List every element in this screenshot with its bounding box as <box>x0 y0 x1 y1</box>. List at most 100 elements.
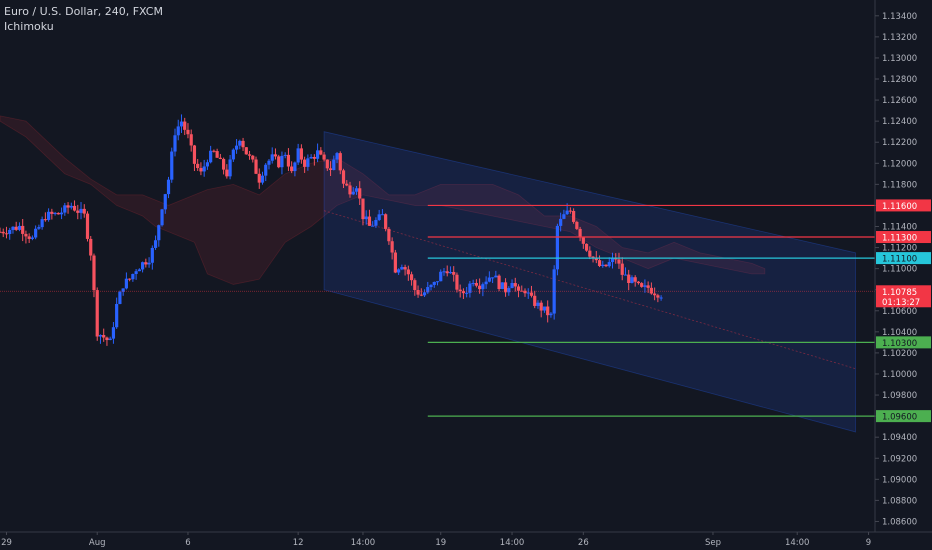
candle-body <box>445 271 449 274</box>
candle-body <box>494 275 498 278</box>
candle-body <box>448 271 453 274</box>
candle-body <box>387 228 391 242</box>
candle-body <box>465 292 469 294</box>
candle-body <box>471 283 475 285</box>
candle-body <box>293 162 297 172</box>
candle-body <box>409 274 414 281</box>
candle-body <box>108 338 112 341</box>
candle-body <box>390 241 394 253</box>
candle-body <box>610 257 615 263</box>
time-tick-label: 14:00 <box>785 538 810 548</box>
candle-body <box>277 156 281 168</box>
candle-body <box>303 159 307 167</box>
price-tick-label: 1.08600 <box>882 517 917 527</box>
candle-body <box>231 149 235 160</box>
candle-body <box>649 287 653 294</box>
candle-body <box>290 166 294 172</box>
candle-body <box>546 306 550 316</box>
candle-body <box>11 226 15 230</box>
price-tick-label: 1.10600 <box>882 307 917 317</box>
time-tick-label: 6 <box>185 538 190 548</box>
candle-body <box>150 247 154 263</box>
candle-body <box>529 292 534 296</box>
candle-body <box>95 290 99 337</box>
candle-body <box>173 135 177 152</box>
candle-body <box>115 303 119 328</box>
candle-body <box>345 183 349 186</box>
candle-body <box>419 294 423 296</box>
candle-body <box>452 271 456 275</box>
candle-body <box>338 153 342 171</box>
candle-body <box>40 219 44 228</box>
regression-channel <box>323 131 856 433</box>
candle-body <box>322 154 326 160</box>
candle-body <box>105 337 109 341</box>
candle-body <box>490 277 495 279</box>
candle-body <box>137 269 141 272</box>
candle-body <box>1 231 5 234</box>
candle-body <box>620 263 624 275</box>
candle-body <box>228 159 232 177</box>
time-tick-label: 9 <box>866 538 871 548</box>
candle-body <box>134 271 138 275</box>
candle-body <box>371 225 375 227</box>
candle-body <box>325 159 329 169</box>
candle-body <box>478 285 482 290</box>
candle-body <box>397 269 401 273</box>
candle-body <box>429 284 433 288</box>
candle-body <box>439 271 443 282</box>
candle-body <box>555 225 560 270</box>
level-price-tag <box>876 336 931 349</box>
price-tick-label: 1.11400 <box>882 222 917 232</box>
candle-body <box>367 216 372 226</box>
candle-body <box>377 214 381 220</box>
candle-body <box>234 145 239 150</box>
candle-body <box>575 221 579 229</box>
candles <box>0 114 663 346</box>
candle-body <box>458 289 462 292</box>
candle-body <box>562 214 566 219</box>
candle-body <box>332 159 336 171</box>
candle-body <box>484 281 488 285</box>
candle-body <box>533 295 537 306</box>
candle-body <box>487 277 491 282</box>
candle-body <box>312 156 316 159</box>
candle-body <box>170 151 174 180</box>
candle-body <box>568 210 572 212</box>
indicator-label[interactable]: Ichimoku <box>4 20 54 33</box>
candle-body <box>144 262 148 265</box>
candle-body <box>14 226 18 230</box>
candle-body <box>63 205 67 213</box>
candle-body <box>247 154 252 156</box>
candle-body <box>179 121 184 127</box>
candle-body <box>513 283 517 287</box>
price-tick-label: 1.13000 <box>882 54 917 64</box>
candle-body <box>520 290 524 292</box>
time-tick-label: 12 <box>293 538 304 548</box>
level-price-label: 1.10300 <box>882 339 917 349</box>
candle-body <box>273 154 278 157</box>
level-price-label: 1.11300 <box>882 234 917 244</box>
candle-body <box>153 240 158 248</box>
candle-body <box>76 210 80 213</box>
candle-body <box>283 154 287 156</box>
candle-body <box>72 205 77 211</box>
symbol-title[interactable]: Euro / U.S. Dollar, 240, FXCM <box>4 5 163 18</box>
price-tick-label: 1.09800 <box>882 391 917 401</box>
candle-body <box>523 290 527 294</box>
candle-body <box>623 274 628 276</box>
candle-body <box>59 212 64 215</box>
candle-body <box>176 126 180 136</box>
candle-body <box>315 150 320 159</box>
candle-body <box>157 225 161 241</box>
candle-body <box>47 211 51 220</box>
candle-body <box>166 179 171 195</box>
price-tick-label: 1.09400 <box>882 433 917 443</box>
current-price-label: 1.10785 <box>882 288 917 298</box>
candle-body <box>542 306 547 311</box>
candle-body <box>98 335 103 337</box>
candle-body <box>241 140 245 148</box>
candle-body <box>319 150 323 155</box>
candle-body <box>455 274 459 290</box>
